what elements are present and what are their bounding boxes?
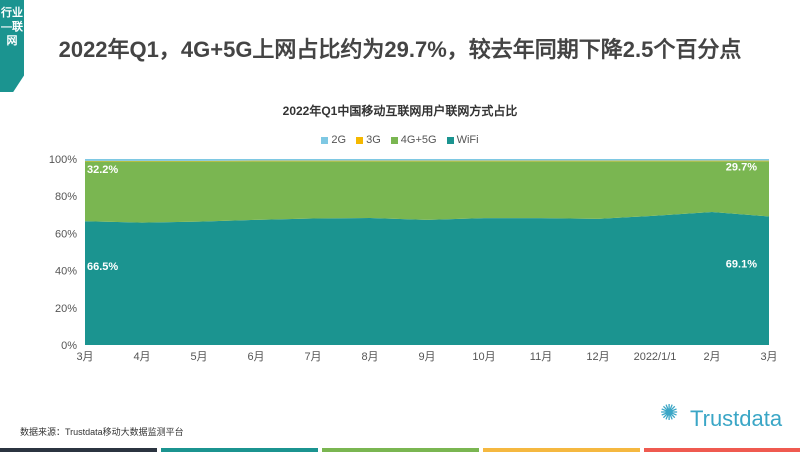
x-tick-label: 8月 bbox=[361, 351, 378, 363]
x-tick-label: 10月 bbox=[472, 351, 495, 363]
area-2g bbox=[85, 159, 769, 161]
legend-swatch bbox=[390, 136, 398, 144]
y-tick-label: 40% bbox=[55, 266, 77, 278]
trustdata-logo: ✺ Trustdata bbox=[660, 400, 782, 431]
x-tick-label: 9月 bbox=[418, 351, 435, 363]
data-label: 66.5% bbox=[87, 261, 118, 273]
x-tick-label: 2022/1/1 bbox=[634, 351, 677, 363]
legend-item-3g: 3G bbox=[356, 134, 381, 146]
section-tag: 行业—联网 bbox=[0, 0, 24, 92]
legend-label: 4G+5G bbox=[400, 134, 437, 146]
legend-item-4g5g: 4G+5G bbox=[390, 134, 437, 146]
y-tick-label: 80% bbox=[55, 191, 77, 203]
x-tick-label: 4月 bbox=[133, 351, 150, 363]
sunburst-icon: ✺ bbox=[660, 400, 679, 425]
footer-stripe bbox=[483, 448, 640, 452]
footer-stripe bbox=[161, 448, 318, 452]
legend-swatch bbox=[356, 136, 364, 144]
data-label: 32.2% bbox=[87, 164, 118, 176]
x-tick-label: 3月 bbox=[760, 351, 777, 363]
data-label: 69.1% bbox=[726, 259, 757, 271]
legend-swatch bbox=[321, 136, 329, 144]
headline: 2022年Q1，4G+5G上网占比约为29.7%，较去年同期下降2.5个百分点 bbox=[58, 37, 742, 62]
legend-swatch bbox=[446, 136, 454, 144]
area-4g5g bbox=[85, 161, 769, 223]
logo-text: Trustdata bbox=[690, 406, 783, 431]
legend-label: 2G bbox=[331, 134, 347, 146]
footer-stripe bbox=[644, 448, 800, 452]
chart-title: 2022年Q1中国移动互联网用户联网方式占比 bbox=[282, 104, 518, 118]
legend-label: WiFi bbox=[456, 134, 479, 146]
footer-stripe bbox=[322, 448, 479, 452]
y-tick-label: 60% bbox=[55, 228, 77, 240]
data-label: 29.7% bbox=[726, 161, 757, 173]
x-tick-label: 5月 bbox=[190, 351, 207, 363]
x-tick-label: 2月 bbox=[703, 351, 720, 363]
area-wifi bbox=[85, 212, 769, 345]
y-tick-label: 20% bbox=[55, 303, 77, 315]
x-tick-label: 7月 bbox=[304, 351, 321, 363]
source-note: 数据来源：Trustdata移动大数据监测平台 bbox=[20, 427, 184, 437]
footer-stripe bbox=[0, 448, 157, 452]
area-3g bbox=[85, 160, 769, 162]
legend: 2G 3G 4G+5G WiFi bbox=[0, 134, 800, 146]
x-tick-label: 3月 bbox=[76, 351, 93, 363]
legend-label: 3G bbox=[366, 134, 381, 146]
y-tick-label: 0% bbox=[61, 340, 77, 352]
x-tick-label: 12月 bbox=[586, 351, 609, 363]
x-tick-label: 6月 bbox=[247, 351, 264, 363]
legend-item-2g: 2G bbox=[321, 134, 346, 146]
legend-item-wifi: WiFi bbox=[446, 134, 479, 146]
y-tick-label: 100% bbox=[49, 154, 77, 166]
x-tick-label: 11月 bbox=[530, 351, 552, 363]
